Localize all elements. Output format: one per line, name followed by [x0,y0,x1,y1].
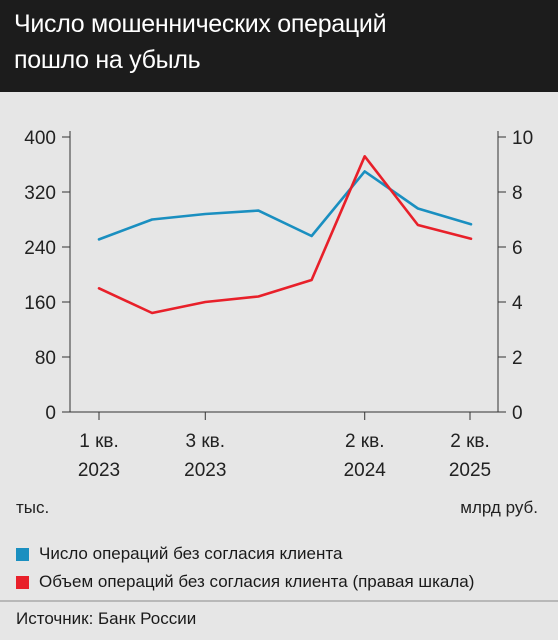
chart-title-line-1: Число мошеннических операций [14,10,387,38]
left-tick-label: 240 [24,238,56,259]
x-tick-label-quarter: 2 кв. [345,431,385,452]
series-line-count [97,170,473,241]
source-divider [0,600,558,602]
right-axis-unit-label: млрд руб. [460,498,538,517]
left-tick-label: 0 [45,403,56,424]
left-tick-label: 400 [24,128,56,149]
source-note: Источник: Банк России [16,609,197,628]
x-tick-label-quarter: 2 кв. [450,431,490,452]
x-tick-label-year: 2023 [78,460,120,481]
left-axis-unit-label: тыс. [16,498,49,517]
legend-item-volume: Объем операций без согласия клиента (пра… [16,571,474,593]
chart-header: Число мошеннических операций пошло на уб… [0,0,558,92]
x-tick-label-quarter: 3 кв. [186,431,226,452]
legend-label-volume: Объем операций без согласия клиента (пра… [39,572,475,591]
series-line-volume [97,155,473,315]
right-tick-label: 2 [512,348,523,369]
chart-area: 0 80 160 240 320 400 0 2 4 6 8 10 1 кв. 2023 3 кв. 2023… [16,128,538,517]
x-tick-label-year: 2025 [449,460,491,481]
x-tick-label-quarter: 1 кв. [79,431,119,452]
legend-swatch-volume [16,575,29,589]
legend-item-count: Число операций без согласия клиента [16,543,342,565]
left-tick-label: 160 [24,293,56,314]
right-tick-label: 6 [512,238,523,259]
x-tick-label-year: 2024 [344,460,387,481]
legend-swatch-count [16,547,29,561]
left-tick-label: 320 [24,183,56,204]
left-tick-label: 80 [35,348,56,369]
x-tick-label-year: 2023 [184,460,226,481]
right-tick-label: 0 [512,403,523,424]
right-tick-label: 8 [512,183,523,204]
legend-label-count: Число операций без согласия клиента [39,544,343,563]
chart-title-line-2: пошло на убыль [14,46,201,74]
right-tick-label: 10 [512,128,533,149]
right-tick-label: 4 [512,293,523,314]
